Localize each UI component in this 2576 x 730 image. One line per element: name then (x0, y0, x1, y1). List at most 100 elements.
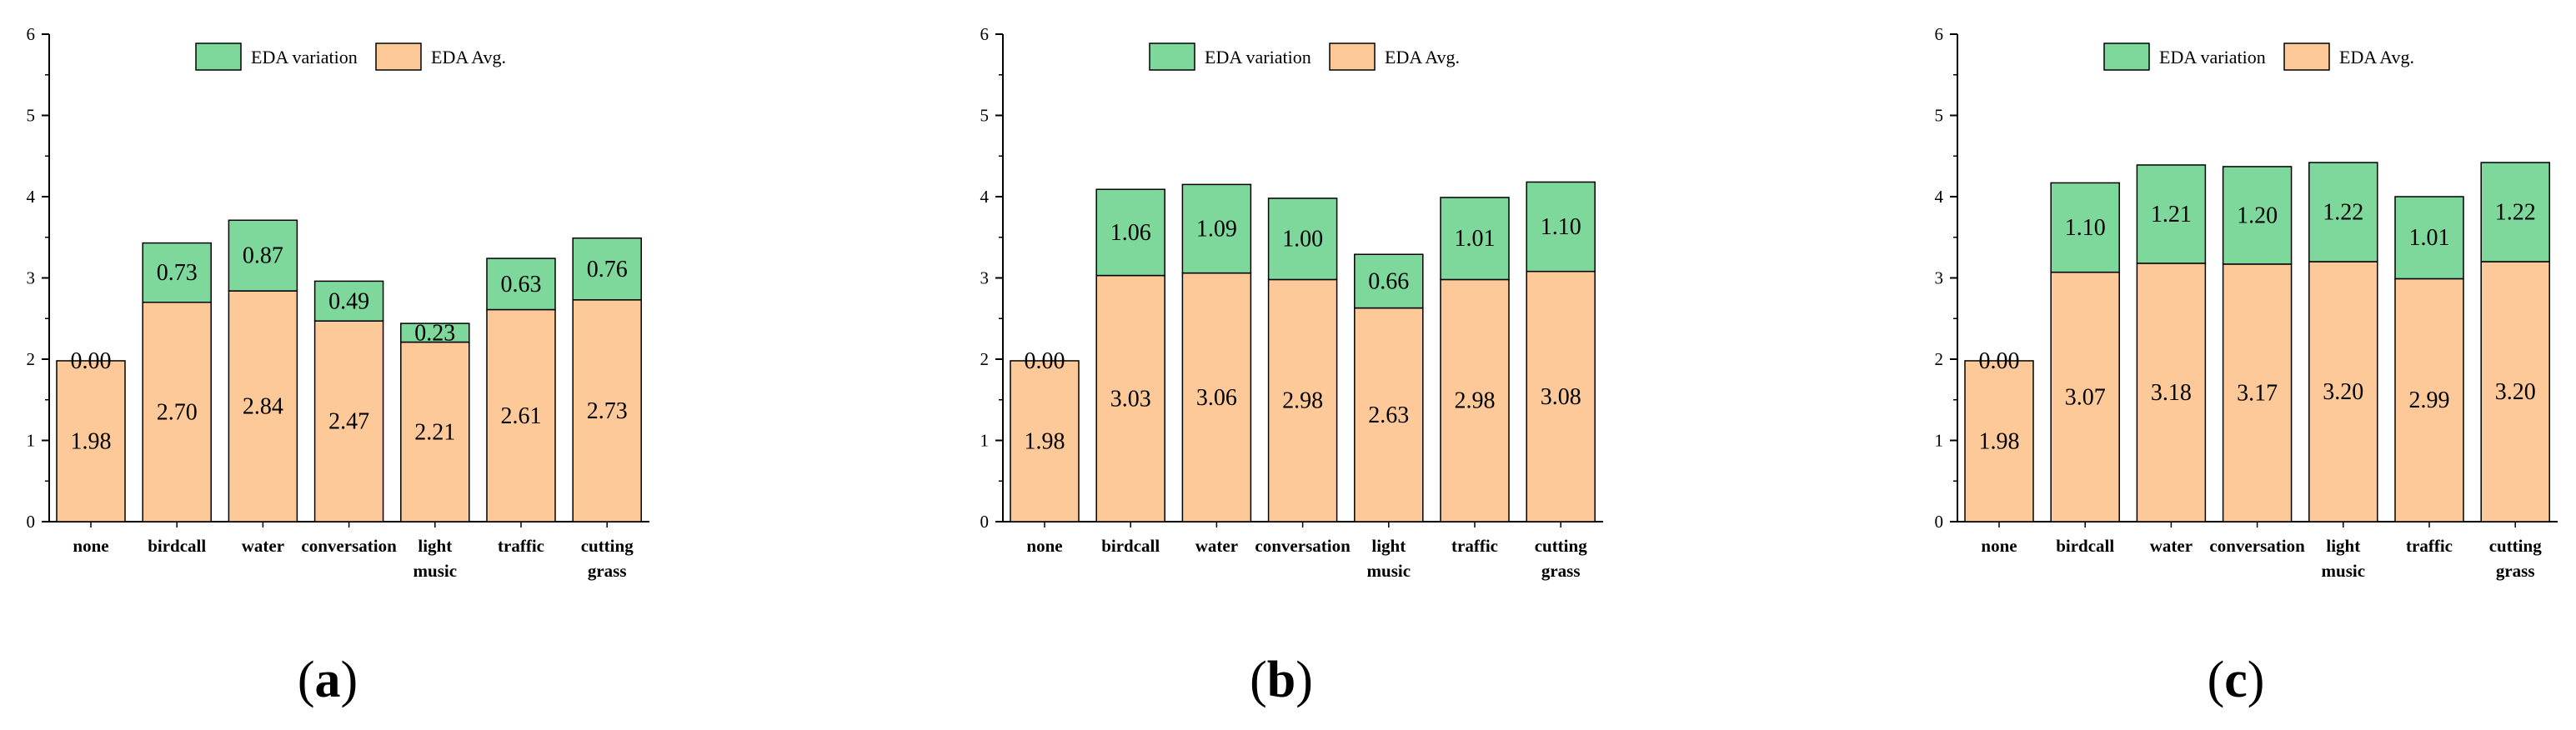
x-tick-label-line: birdcall (1101, 536, 1160, 556)
x-tick-label-line: cutting (581, 536, 634, 556)
bar-variation (1095, 188, 1165, 277)
legend-label-avg: EDA Avg. (1385, 47, 1460, 68)
data-label-avg: 3.20 (2495, 379, 2536, 405)
bar-variation (1440, 197, 1510, 281)
x-tick-label-line: music (2322, 561, 2366, 581)
panel-label-paren: ) (341, 652, 358, 708)
legend-swatch-variation (2103, 42, 2150, 71)
x-tick-label: cutting grass (581, 536, 634, 581)
y-tick-label: 2 (27, 349, 36, 369)
data-label-variation: 1.00 (1282, 227, 1323, 252)
data-label-avg: 2.61 (501, 403, 542, 429)
legend-label-avg: EDA Avg. (2339, 47, 2414, 68)
legend: EDA variation EDA Avg. (2103, 42, 2414, 71)
y-tick-label: 1 (27, 431, 36, 451)
data-label-variation: 1.01 (1455, 226, 1496, 252)
legend-swatch-variation (1149, 42, 1195, 71)
y-tick-label: 1 (1935, 431, 1944, 451)
legend-label-variation: EDA variation (251, 47, 358, 68)
data-label-variation: 1.10 (1541, 214, 1581, 240)
bar-avg (1964, 360, 2034, 522)
x-tick-label: birdcall (1101, 536, 1160, 556)
legend-swatch-variation (195, 42, 242, 71)
bar-variation (2394, 196, 2464, 280)
bar-variation (572, 237, 642, 301)
x-tick-label-line: music (413, 561, 458, 581)
bar-variation (228, 219, 298, 292)
panel-label: (a) (298, 652, 358, 708)
x-tick-label: traffic (498, 536, 544, 556)
data-label-variation: 1.06 (1110, 220, 1151, 246)
data-label-variation: 1.22 (2323, 200, 2363, 226)
panel-label-letter: b (1267, 652, 1296, 708)
data-label-avg: 3.06 (1196, 385, 1237, 411)
data-label-variation: 1.01 (2409, 225, 2450, 251)
bar-variation (1181, 183, 1252, 274)
x-tick-label-line: light (2326, 536, 2360, 556)
bar-avg (486, 308, 556, 522)
data-label-variation: 1.10 (2065, 215, 2106, 241)
y-tick-label: 5 (980, 106, 990, 126)
y-tick-label: 3 (27, 268, 36, 288)
data-label-avg: 3.20 (2323, 379, 2363, 405)
data-label-avg: 1.98 (1025, 428, 1065, 454)
x-tick-label-line: traffic (1451, 536, 1498, 556)
y-tick-label: 4 (980, 187, 990, 207)
x-tick-label-line: water (242, 536, 284, 556)
bar-variation (486, 258, 556, 311)
data-label-variation: 0.49 (328, 288, 369, 314)
data-label-avg: 3.17 (2237, 380, 2278, 406)
x-tick-label: cutting grass (2489, 536, 2543, 581)
y-tick-label: 0 (980, 512, 990, 532)
data-label-variation: 0.00 (1025, 348, 1065, 374)
legend-swatch-avg (375, 42, 422, 71)
x-tick-label-line: none (1026, 536, 1062, 556)
legend-label-variation: EDA variation (1205, 47, 1311, 68)
data-label-variation: 0.87 (243, 243, 283, 269)
x-tick-label: light music (2322, 536, 2366, 581)
bar-avg (1267, 278, 1338, 522)
panel-label-letter: c (2224, 652, 2248, 708)
x-tick-label: traffic (2406, 536, 2453, 556)
bar-avg (2136, 262, 2207, 522)
x-tick-label: cutting grass (1535, 536, 1588, 581)
y-tick-label: 3 (980, 268, 990, 288)
bar-avg (2050, 271, 2120, 522)
legend: EDA variation EDA Avg. (1149, 42, 1460, 71)
y-tick-label: 1 (980, 431, 990, 451)
data-label-variation: 1.22 (2495, 200, 2536, 226)
x-tick-label-line: light (1371, 536, 1406, 556)
bar-avg (2308, 261, 2378, 522)
x-tick-label-line: none (1981, 536, 2017, 556)
data-label-variation: 0.63 (501, 272, 542, 298)
bar-variation (313, 280, 384, 322)
x-tick-label-line: music (1367, 561, 1411, 581)
x-tick-label-line: conversation (301, 536, 397, 556)
x-tick-label: birdcall (2056, 536, 2114, 556)
x-tick-label-line: grass (1541, 561, 1581, 581)
data-label-avg: 2.47 (328, 409, 369, 435)
x-tick-label-line: none (73, 536, 108, 556)
x-tick-label-line: grass (588, 561, 627, 581)
y-tick-label: 4 (1935, 187, 1944, 207)
panel-label-paren: ( (1250, 652, 1267, 708)
data-label-avg: 2.98 (1282, 388, 1323, 414)
bar-variation (2222, 166, 2293, 265)
x-tick-label: conversation (301, 536, 397, 556)
data-label-variation: 0.73 (157, 260, 198, 286)
data-label-avg: 2.70 (157, 399, 198, 425)
bar-avg (1440, 278, 1510, 522)
bar-variation (2136, 164, 2207, 264)
bar-variation (2050, 182, 2120, 273)
panel-label: (c) (2208, 652, 2265, 708)
bar-avg (56, 360, 126, 522)
bar-avg (2222, 263, 2293, 522)
bar-avg (313, 320, 384, 522)
y-tick-label: 6 (27, 24, 36, 44)
data-label-avg: 3.08 (1541, 384, 1581, 410)
data-label-avg: 2.63 (1368, 402, 1409, 428)
data-label-avg: 3.07 (2065, 384, 2106, 410)
bar-avg (2394, 278, 2464, 522)
bar-variation (2480, 162, 2550, 262)
